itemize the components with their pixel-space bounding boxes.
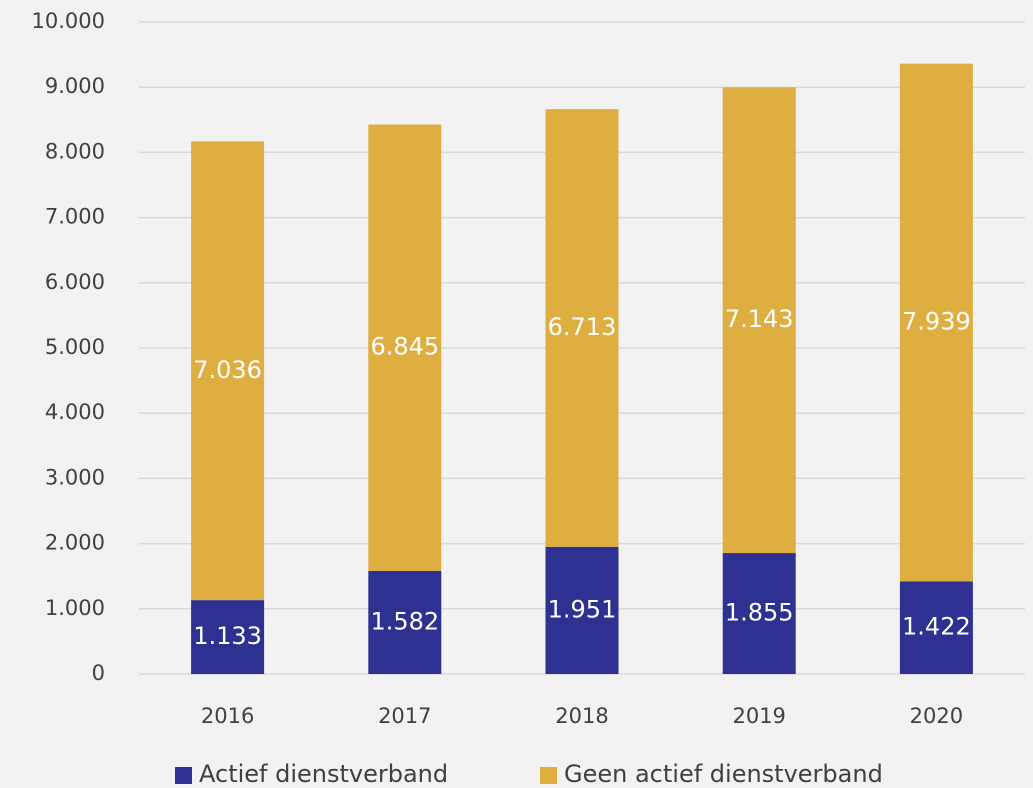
data-label: 1.133 xyxy=(193,622,262,650)
x-tick-label: 2018 xyxy=(555,704,608,728)
data-label: 7.143 xyxy=(725,305,794,333)
y-tick-label: 4.000 xyxy=(45,400,105,424)
data-label: 1.855 xyxy=(725,599,794,627)
bar-segment xyxy=(899,581,973,674)
y-tick-label: 3.000 xyxy=(45,465,105,489)
y-tick-label: 2.000 xyxy=(45,531,105,555)
bar-segment xyxy=(191,600,265,674)
bar-segment xyxy=(722,553,796,674)
legend-swatch xyxy=(175,767,192,784)
data-label: 1.582 xyxy=(370,607,439,635)
x-tick-label: 2020 xyxy=(910,704,963,728)
legend-label: Geen actief dienstverband xyxy=(564,760,883,788)
data-label: 6.845 xyxy=(370,333,439,361)
y-tick-label: 5.000 xyxy=(45,335,105,359)
legend-swatch xyxy=(540,767,557,784)
y-tick-label: 8.000 xyxy=(45,139,105,163)
data-label: 1.951 xyxy=(548,595,617,623)
y-tick-label: 10.000 xyxy=(32,9,105,33)
y-tick-label: 9.000 xyxy=(45,74,105,98)
x-tick-label: 2017 xyxy=(378,704,431,728)
data-label: 1.422 xyxy=(902,613,971,641)
data-label: 7.939 xyxy=(902,307,971,335)
bar-segment xyxy=(722,87,796,554)
bar-segment xyxy=(899,63,973,582)
y-tick-label: 7.000 xyxy=(45,205,105,229)
data-label: 7.036 xyxy=(193,356,262,384)
bar-segment xyxy=(545,546,619,674)
x-tick-label: 2019 xyxy=(732,704,785,728)
data-label: 6.713 xyxy=(548,313,617,341)
bar-segment xyxy=(545,109,619,547)
y-tick-label: 1.000 xyxy=(45,596,105,620)
x-tick-label: 2016 xyxy=(201,704,254,728)
legend-label: Actief dienstverband xyxy=(199,760,448,788)
y-tick-label: 6.000 xyxy=(45,270,105,294)
y-tick-label: 0 xyxy=(92,661,105,685)
bar-segment xyxy=(191,141,265,601)
bar-segment xyxy=(368,124,442,571)
bar-segment xyxy=(368,570,442,674)
